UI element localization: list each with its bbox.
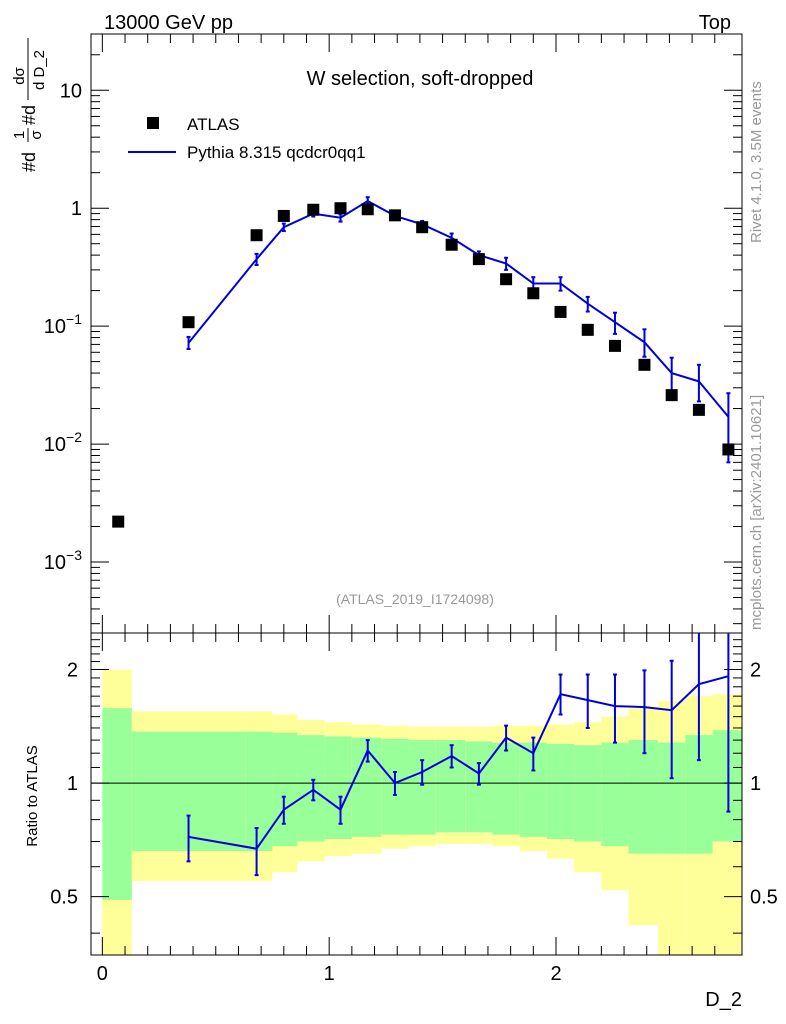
ratio-band-inner	[601, 742, 629, 847]
header-right-text: Top	[699, 12, 731, 34]
ratio-band-inner	[628, 740, 659, 854]
ratio-y-axis-label: Ratio to ATLAS	[24, 745, 41, 846]
atlas-data-point	[388, 209, 401, 222]
ratio-y-tick-label-left: 0.5	[50, 887, 78, 909]
main-y-tick-label: 10−2	[44, 429, 82, 456]
ratio-y-tick-label-left: 2	[67, 660, 78, 682]
mcplots-label: mcplots.cern.ch [arXiv:2401.10621]	[748, 395, 765, 630]
atlas-data-point	[554, 305, 567, 318]
main-y-axis-label: #d 1 σ #d dσ d D_2	[11, 38, 48, 172]
plot-title: W selection, soft-dropped	[307, 68, 534, 90]
ratio-y-tick-label-right: 1	[750, 773, 761, 795]
atlas-data-point	[638, 358, 651, 371]
main-y-tick-label: 10−3	[44, 547, 82, 574]
ratio-x-tick-label: 0	[97, 963, 108, 985]
atlas-data-point	[527, 287, 540, 300]
main-y-tick-label: 10	[60, 80, 82, 102]
atlas-data-point	[182, 316, 195, 329]
ratio-band-inner	[546, 743, 575, 840]
atlas-data-point	[608, 339, 621, 352]
ratio-band-inner	[324, 736, 352, 840]
legend-mc-label: Pythia 8.315 qcdcr0qq1	[187, 143, 366, 162]
ratio-x-tick-label: 2	[550, 963, 561, 985]
main-y-tick-label: 1	[71, 198, 82, 220]
main-y-tick-label: 10−1	[44, 311, 82, 338]
mc-series-line	[187, 199, 730, 418]
y-label-part: d D_2	[31, 50, 48, 90]
y-label-part: #d	[19, 152, 39, 172]
analysis-watermark: (ATLAS_2019_I1724098)	[336, 591, 494, 607]
atlas-data-point	[277, 209, 290, 222]
ratio-y-tick-label-left: 1	[67, 773, 78, 795]
y-label-part: 1	[11, 131, 28, 139]
legend-atlas-label: ATLAS	[187, 115, 240, 134]
ratio-band-inner	[435, 740, 466, 833]
ratio-band-inner	[574, 745, 602, 842]
atlas-data-point	[500, 273, 513, 286]
header-left-text: 13000 GeV pp	[104, 12, 233, 34]
rivet-version-label: Rivet 4.1.0, 3.5M events	[748, 81, 765, 243]
atlas-data-point	[307, 203, 320, 216]
ratio-band-inner	[272, 732, 298, 847]
ratio-x-tick-label: 1	[324, 963, 335, 985]
ratio-band-inner	[297, 735, 325, 842]
ratio-y-tick-label-right: 0.5	[750, 887, 778, 909]
ratio-y-tick-label-right: 2	[750, 660, 761, 682]
atlas-data-point	[445, 238, 458, 251]
atlas-data-point	[361, 203, 374, 216]
ratio-band-inner	[465, 741, 493, 833]
x-axis-label: D_2	[705, 989, 742, 1011]
ratio-band-inner	[408, 740, 436, 835]
atlas-data-point	[472, 253, 485, 266]
atlas-data-point	[722, 443, 735, 456]
ratio-frame	[90, 632, 743, 956]
atlas-data-point	[692, 403, 705, 416]
atlas-data-point	[250, 229, 263, 242]
ratio-band-inner	[492, 742, 520, 835]
atlas-data-point	[112, 515, 125, 528]
atlas-data-point	[416, 221, 429, 234]
atlas-data-point	[665, 389, 678, 402]
ratio-band-inner	[712, 730, 742, 842]
y-label-part: σ	[28, 130, 45, 140]
legend-atlas-marker	[147, 117, 159, 129]
atlas-data-point	[581, 323, 594, 336]
ratio-band-inner	[102, 708, 132, 900]
y-label-part: #d	[19, 105, 39, 125]
atlas-data-point	[334, 202, 347, 215]
y-label-part: dσ	[11, 66, 28, 84]
